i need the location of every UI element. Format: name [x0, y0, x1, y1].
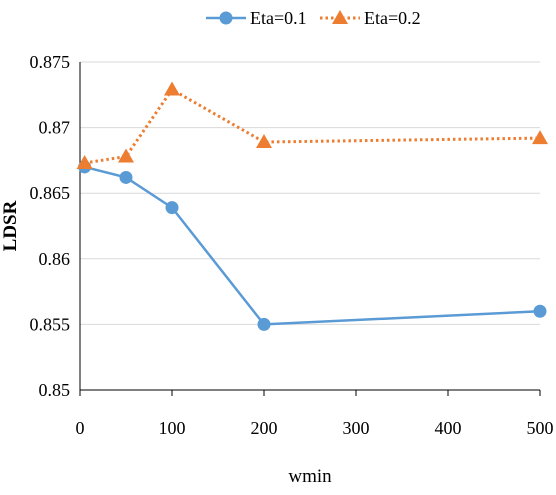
y-tick-label: 0.86 [39, 249, 71, 269]
series-2 [76, 81, 548, 170]
x-tick-label: 100 [159, 418, 186, 438]
x-tick-label: 500 [527, 418, 554, 438]
data-point [164, 81, 180, 96]
x-axis-title: wmin [288, 466, 332, 487]
data-point [332, 10, 348, 24]
y-tick-label: 0.865 [30, 183, 71, 203]
y-tick-label: 0.85 [39, 380, 71, 400]
legend: Eta=0.1 Eta=0.2 [206, 8, 421, 28]
data-point [533, 304, 547, 318]
series-layer [76, 81, 548, 331]
data-point [118, 148, 134, 163]
y-axis-title: LDSR [0, 200, 21, 251]
gridlines [80, 61, 540, 391]
series-line [84, 165, 541, 326]
x-tick-label: 300 [343, 418, 370, 438]
data-point [256, 134, 272, 149]
data-point [165, 201, 179, 215]
x-tick-label: 400 [435, 418, 462, 438]
legend-label: Eta=0.2 [364, 8, 421, 28]
legend-item: Eta=0.2 [320, 8, 421, 28]
x-tick-label: 200 [251, 418, 278, 438]
data-point [76, 155, 93, 170]
legend-item: Eta=0.1 [206, 8, 307, 28]
x-tick-label: 0 [76, 418, 85, 438]
data-point [219, 11, 233, 25]
legend-label: Eta=0.1 [250, 8, 307, 28]
y-tick-label: 0.855 [30, 314, 71, 334]
y-tick-label: 0.87 [39, 118, 71, 138]
axes: 0.85 0.855 0.86 0.865 0.87 0.875 0 100 200 300 400… [30, 52, 554, 438]
series-line [84, 87, 541, 165]
y-tick-label: 0.875 [30, 52, 71, 72]
series-1 [78, 160, 547, 331]
data-point [119, 170, 133, 184]
data-point [257, 317, 271, 331]
data-point [532, 130, 548, 145]
